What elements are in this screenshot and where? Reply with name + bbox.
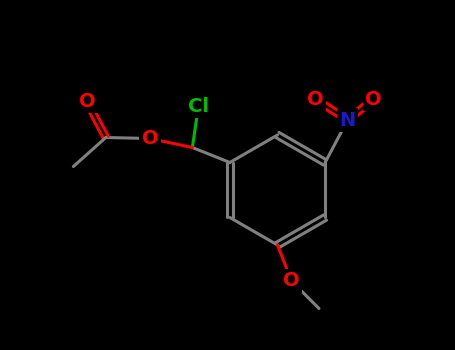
- Text: N: N: [339, 111, 356, 130]
- Text: O: O: [142, 129, 158, 148]
- Text: O: O: [307, 90, 324, 108]
- Text: O: O: [79, 92, 95, 111]
- Text: O: O: [283, 272, 300, 290]
- Text: Cl: Cl: [188, 97, 209, 116]
- Text: O: O: [365, 90, 382, 108]
